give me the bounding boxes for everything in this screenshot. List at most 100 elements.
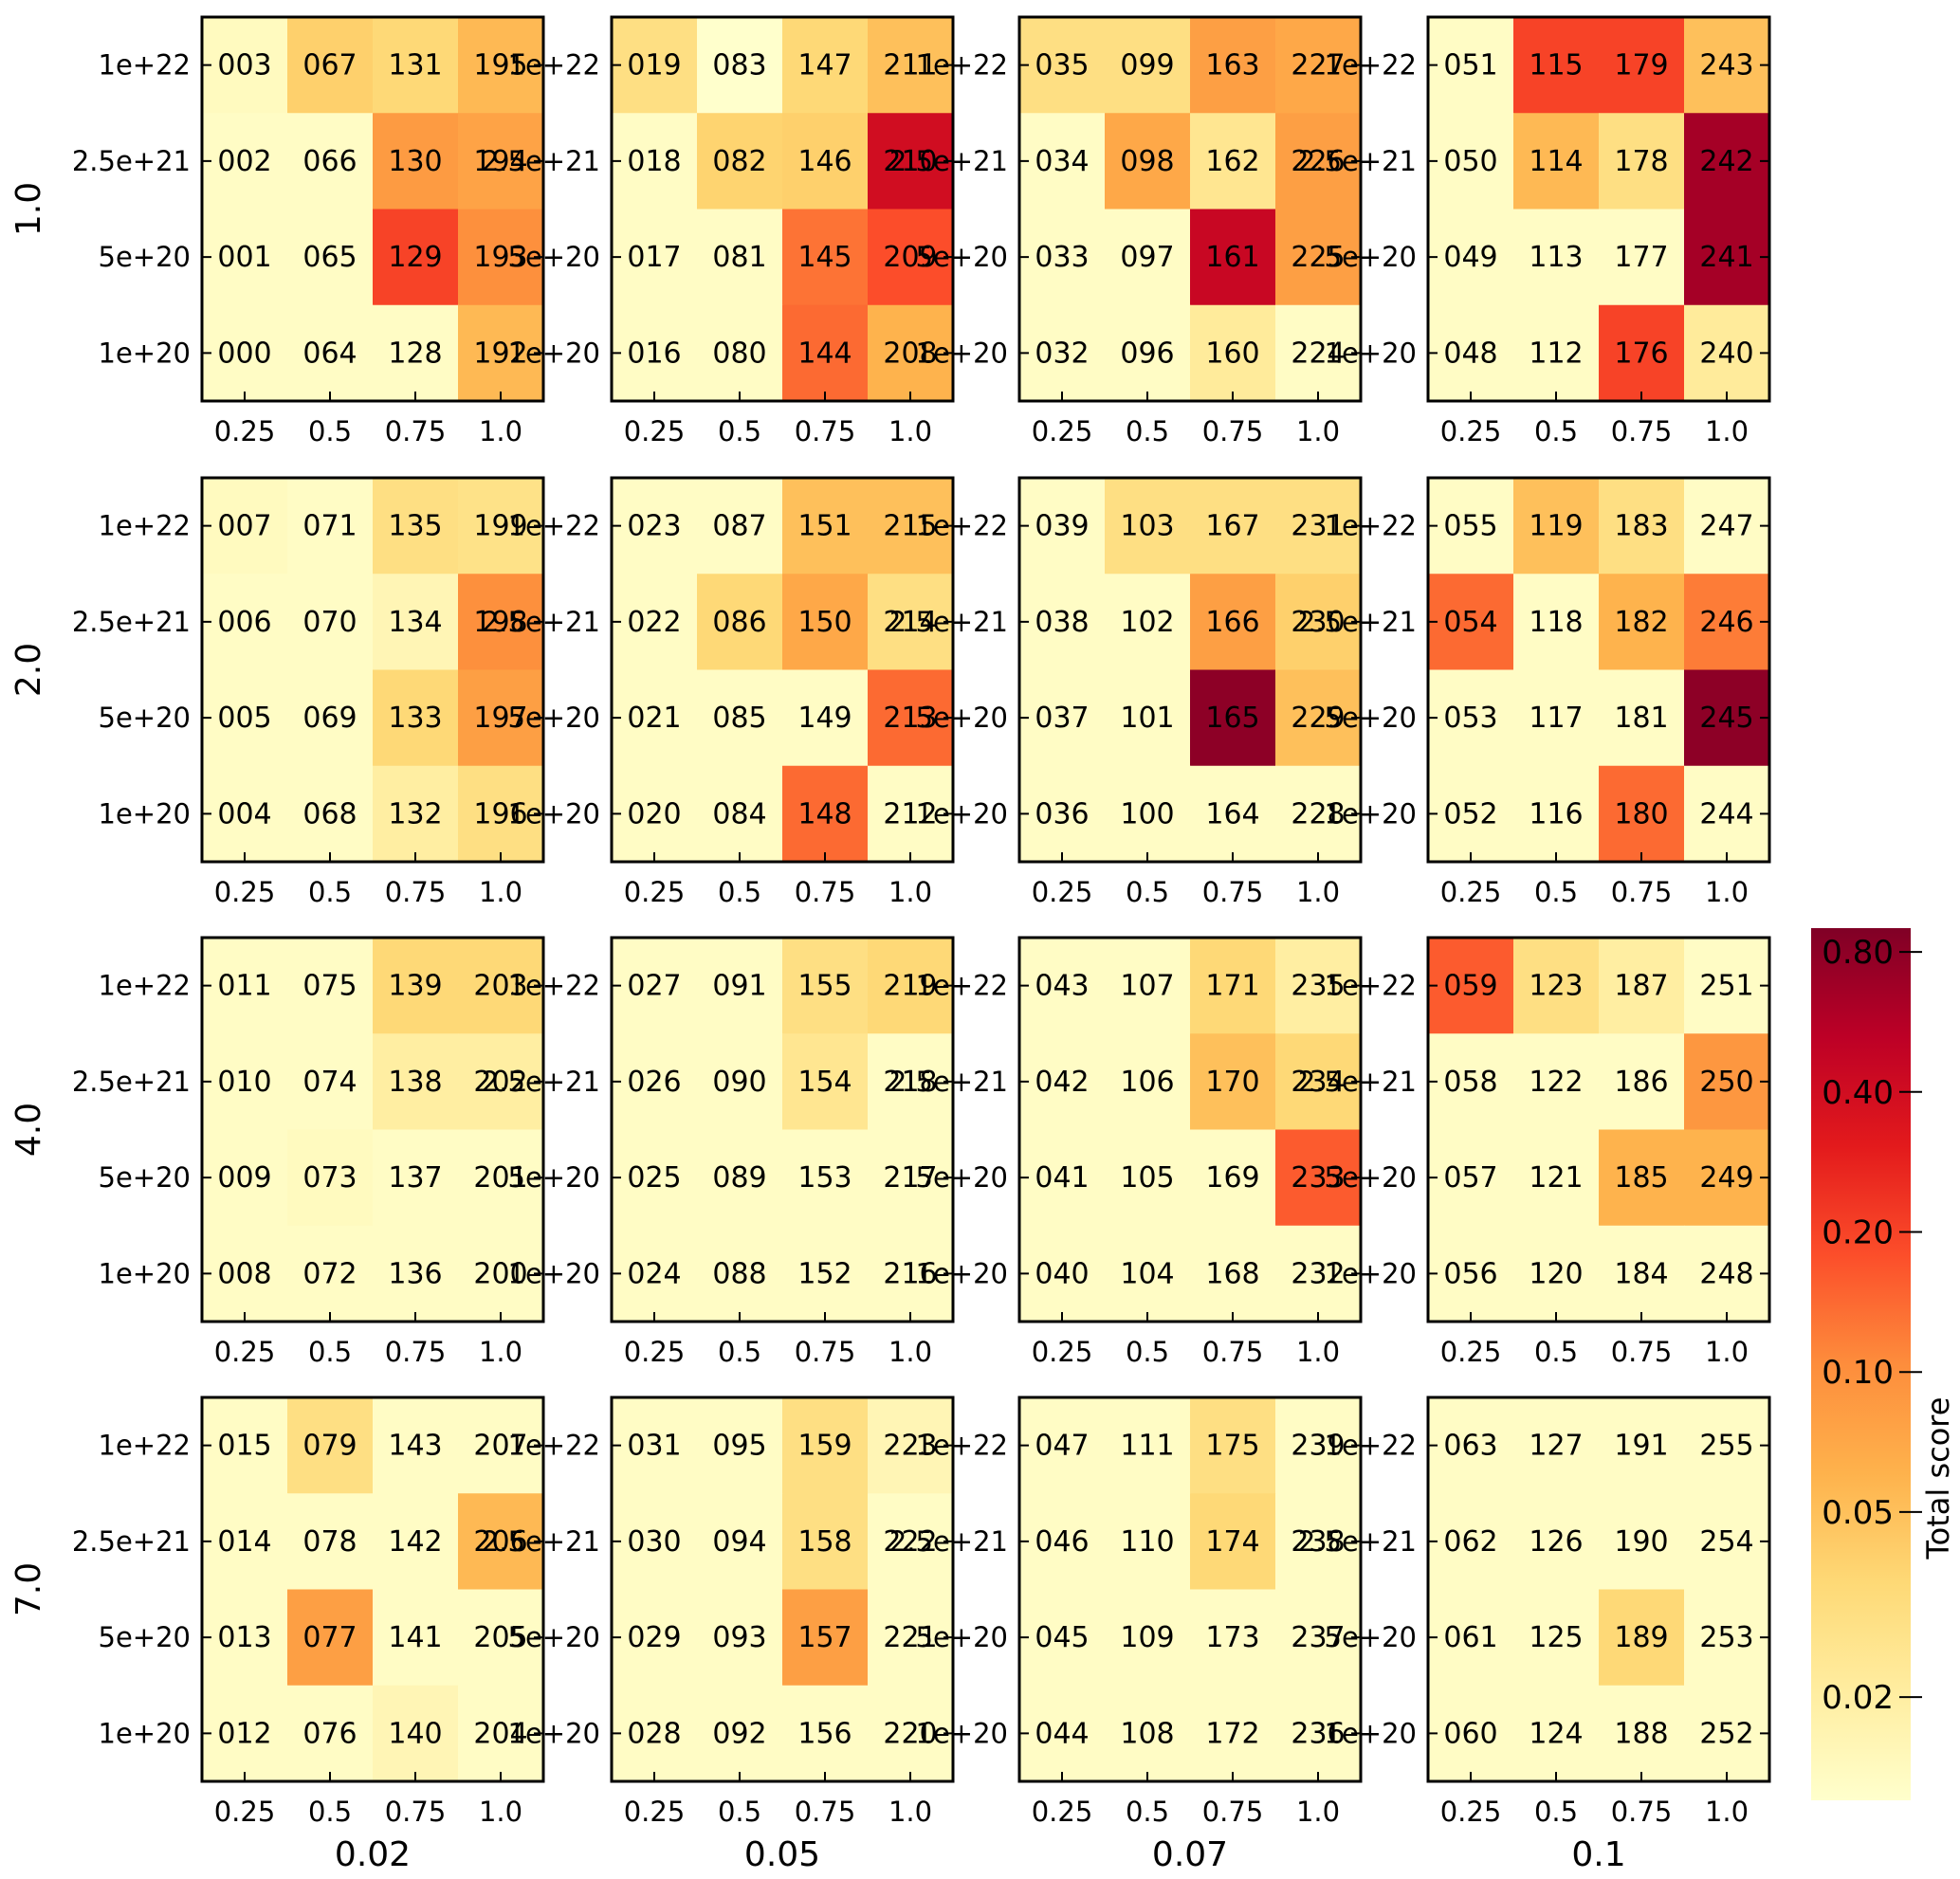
colorbar-tick-label: 0.80 [1822, 934, 1894, 972]
row-facet-label: 4.0 [9, 1103, 48, 1157]
x-tick-label: 0.75 [795, 415, 856, 447]
y-tick-label: 1e+20 [99, 797, 192, 830]
heatmap-cell [1019, 113, 1106, 210]
heatmap-cell [1190, 1225, 1276, 1323]
y-tick-label: 2.5e+21 [482, 1066, 600, 1098]
x-tick-label: 0.75 [385, 1336, 447, 1368]
cell-label: 158 [797, 1525, 852, 1559]
cell-label: 105 [1120, 1161, 1174, 1195]
y-tick-label: 2.5e+21 [72, 1066, 191, 1098]
heatmap-cell [612, 1129, 698, 1227]
cell-label: 166 [1205, 606, 1259, 639]
x-tick-label: 0.5 [308, 1336, 352, 1368]
heatmap-cell [1105, 1225, 1191, 1323]
cell-label: 031 [627, 1430, 681, 1463]
cell-label: 155 [797, 970, 852, 1003]
heatmap-cell [202, 1589, 288, 1687]
heatmap-cell [612, 113, 698, 210]
cell-label: 194 [473, 145, 527, 178]
heatmap-cell [1513, 1493, 1600, 1590]
x-tick-label: 1.0 [1296, 415, 1340, 447]
cell-label: 147 [797, 49, 852, 82]
cell-label: 248 [1699, 1257, 1753, 1290]
x-tick-label: 1.0 [1296, 1336, 1340, 1368]
heatmap-cell [1019, 1225, 1106, 1323]
heatmap-cell [202, 938, 288, 1034]
y-tick-label: 1e+22 [1325, 1430, 1418, 1462]
heatmap-cell [287, 17, 374, 114]
heatmap-cell [458, 938, 544, 1034]
heatmap-cell [1019, 765, 1106, 863]
cell-label: 232 [1291, 1257, 1345, 1290]
panel-frame [1426, 476, 1771, 864]
cell-label: 132 [388, 797, 442, 830]
heatmap-cell [287, 113, 374, 210]
heatmap-cell [1275, 304, 1362, 402]
heatmap-cell [373, 209, 459, 306]
cell-label: 054 [1443, 606, 1497, 639]
heatmap-cell [373, 1225, 459, 1323]
cell-label: 092 [712, 1717, 766, 1750]
cell-label: 175 [1205, 1430, 1259, 1463]
y-tick-label: 5e+20 [99, 702, 192, 734]
heatmap-cell [1275, 669, 1362, 767]
cell-label: 066 [302, 145, 357, 178]
heatmap-cell [373, 1589, 459, 1687]
y-tick-label: 5e+20 [99, 1621, 192, 1653]
col-facet-label: 0.05 [744, 1835, 820, 1874]
heatmap-panel: 063 127 191 255 062 126 190 254 061 125 189 253 060 1… [1298, 1396, 1771, 1828]
heatmap-cell [1105, 669, 1191, 767]
cell-label: 011 [217, 970, 271, 1003]
cell-label: 106 [1120, 1066, 1174, 1099]
heatmap-cell [1019, 1129, 1106, 1227]
heatmap-cell [202, 17, 288, 114]
x-tick-label: 0.75 [1202, 415, 1264, 447]
col-facet-label: 0.02 [335, 1835, 411, 1874]
heatmap-cell [202, 304, 288, 402]
colorbar-tick-label: 0.20 [1822, 1213, 1894, 1251]
y-tick-label: 2.5e+21 [482, 1525, 600, 1558]
heatmap-cell [1275, 1397, 1362, 1494]
heatmap-cell [1428, 17, 1514, 114]
heatmap-cell [287, 1129, 374, 1227]
cell-label: 237 [1291, 1621, 1345, 1654]
cell-label: 069 [302, 702, 357, 735]
cell-label: 246 [1699, 606, 1753, 639]
cell-label: 086 [712, 606, 766, 639]
cell-label: 114 [1529, 145, 1583, 178]
heatmap-cell [1684, 938, 1770, 1034]
cell-label: 144 [797, 337, 852, 370]
panel-frame [1017, 1396, 1363, 1783]
cell-label: 075 [302, 970, 357, 1003]
x-tick-label: 1.0 [1296, 1796, 1340, 1828]
heatmap-cell [1599, 1033, 1685, 1130]
heatmap-cell [1105, 1589, 1191, 1687]
cell-label: 117 [1529, 702, 1583, 735]
heatmap-panel: 007 071 135 199 006 070 134 198 005 069 133 197 004 0… [72, 476, 545, 908]
y-tick-label: 2.5e+21 [1298, 1525, 1417, 1558]
heatmap-cell [612, 1493, 698, 1590]
cell-label: 073 [302, 1161, 357, 1195]
cell-label: 009 [217, 1161, 271, 1195]
heatmap-cell [1599, 1685, 1685, 1782]
heatmap-cell [612, 17, 698, 114]
cell-label: 210 [883, 145, 937, 178]
y-tick-label: 1e+20 [508, 337, 601, 369]
heatmap-cell [1599, 938, 1685, 1034]
heatmap-cell [458, 113, 544, 210]
heatmap-cell [868, 209, 954, 306]
cell-label: 131 [388, 49, 442, 82]
heatmap-cell [458, 304, 544, 402]
cell-label: 173 [1205, 1621, 1259, 1654]
x-tick-label: 0.5 [1534, 1796, 1578, 1828]
y-tick-label: 5e+20 [99, 1161, 192, 1194]
cell-label: 017 [627, 241, 681, 274]
row-facet-label: 1.0 [9, 182, 48, 236]
cell-label: 223 [883, 1430, 937, 1463]
cell-label: 116 [1529, 797, 1583, 830]
heatmap-cell [697, 478, 783, 575]
heatmap-cell [612, 304, 698, 402]
heatmap-cell [697, 1685, 783, 1782]
cell-label: 211 [883, 49, 937, 82]
cell-label: 043 [1035, 970, 1089, 1003]
